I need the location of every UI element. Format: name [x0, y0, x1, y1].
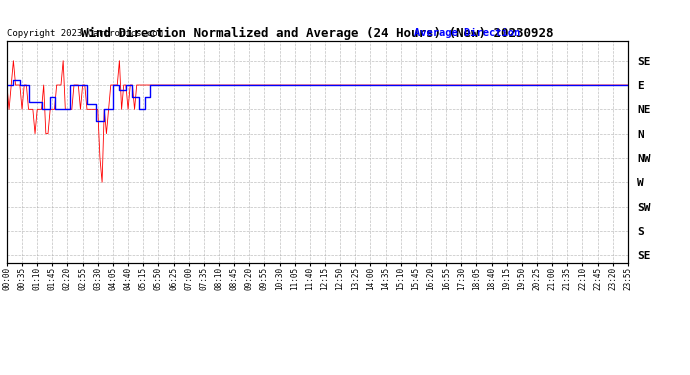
Text: Copyright 2023 Cartronics.com: Copyright 2023 Cartronics.com	[7, 28, 163, 38]
Text: Average Direction: Average Direction	[414, 28, 520, 38]
Title: Wind Direction Normalized and Average (24 Hours) (New) 20230928: Wind Direction Normalized and Average (2…	[81, 27, 553, 40]
